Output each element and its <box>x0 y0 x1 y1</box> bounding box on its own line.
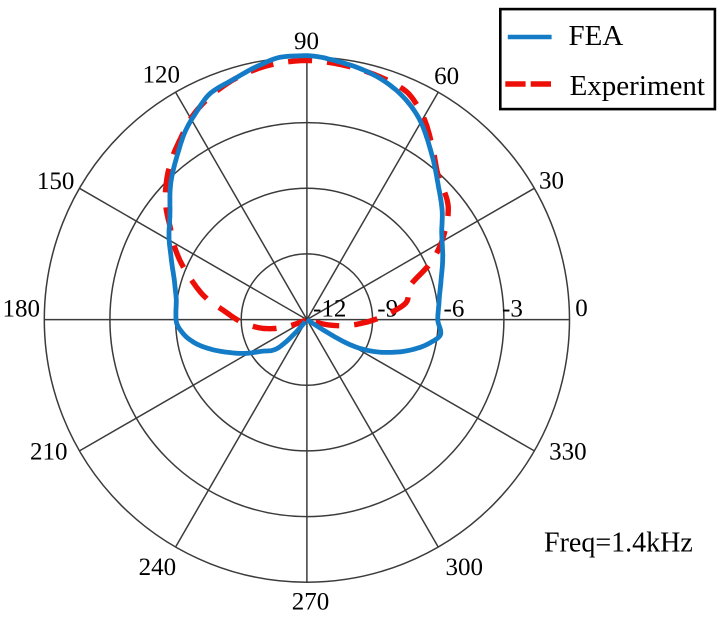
svg-text:0: 0 <box>575 295 588 322</box>
svg-text:-9: -9 <box>377 296 398 323</box>
svg-text:-12: -12 <box>313 296 346 323</box>
svg-text:Freq=1.4kHz: Freq=1.4kHz <box>544 528 693 559</box>
svg-text:240: 240 <box>139 554 177 581</box>
svg-text:270: 270 <box>292 588 330 615</box>
svg-text:Experiment: Experiment <box>570 70 705 102</box>
svg-text:180: 180 <box>2 296 40 323</box>
svg-text:-6: -6 <box>444 296 465 323</box>
svg-text:300: 300 <box>445 554 483 581</box>
svg-text:FEA: FEA <box>569 20 624 52</box>
svg-text:120: 120 <box>143 62 181 89</box>
svg-text:30: 30 <box>539 168 564 195</box>
svg-text:210: 210 <box>30 439 68 466</box>
svg-text:330: 330 <box>549 439 587 466</box>
svg-text:90: 90 <box>294 28 319 55</box>
svg-text:-3: -3 <box>502 296 523 323</box>
svg-text:60: 60 <box>434 63 459 90</box>
svg-text:150: 150 <box>37 168 75 195</box>
